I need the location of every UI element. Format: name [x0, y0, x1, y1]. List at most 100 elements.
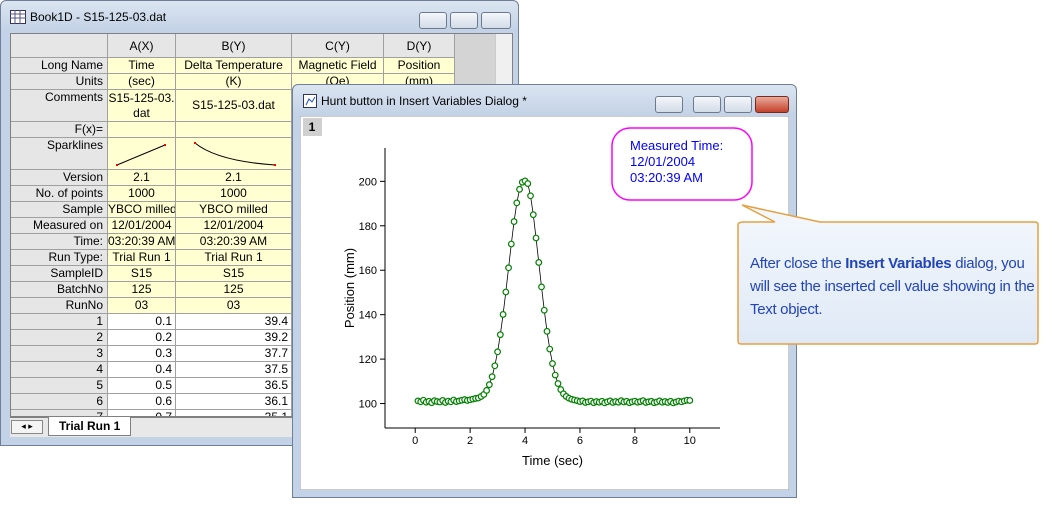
row-label: Run Type:	[11, 250, 108, 266]
callout-part: dialog, you will see the inserted cell v…	[750, 255, 1035, 318]
row-label: Sparklines	[11, 138, 108, 170]
data-cell: 0.5	[108, 378, 176, 394]
data-point	[507, 240, 515, 248]
minimize-button[interactable]	[419, 12, 447, 29]
close-button[interactable]	[481, 12, 511, 29]
x-axis-label: Time (sec)	[522, 453, 583, 468]
label-cell: S15	[176, 266, 292, 282]
y-tick-label: 100	[359, 399, 377, 411]
text-object-border[interactable]	[611, 127, 753, 201]
sheet-tab[interactable]: Trial Run 1	[48, 417, 132, 436]
layer-number: 1	[309, 120, 316, 134]
workbook-icon	[10, 10, 26, 24]
row-label: Measured on	[11, 218, 108, 234]
data-cell: 35.1	[176, 410, 292, 416]
text-object-line: Measured Time:	[630, 138, 723, 153]
data-cell: 0.1	[108, 314, 176, 330]
x-tick-label: 2	[467, 435, 473, 447]
close-button[interactable]	[755, 96, 789, 113]
x-tick-label: 10	[684, 435, 696, 447]
home-button[interactable]	[655, 96, 683, 113]
y-tick-label: 140	[359, 310, 377, 322]
text-object-line: 12/01/2004	[630, 154, 695, 169]
data-point	[496, 331, 504, 339]
label-cell: Trial Run 1	[108, 250, 176, 266]
text-object-line: 03:20:39 AM	[630, 170, 703, 185]
y-tick-label: 120	[359, 354, 377, 366]
label-cell: 03:20:39 AM	[108, 234, 176, 250]
sparkline	[193, 141, 276, 166]
data-point	[686, 397, 694, 404]
column-header: B(Y)	[176, 34, 292, 58]
data-point	[516, 185, 523, 193]
label-cell: S15-125-03.dat	[108, 90, 176, 122]
x-tick-label: 4	[522, 435, 528, 447]
tab-scroll[interactable]: ◂ ▸	[11, 420, 43, 434]
row-label: RunNo	[11, 298, 108, 314]
label-cell: 1000	[108, 186, 176, 202]
y-axis-label: Position (mm)	[342, 248, 357, 328]
row-number: 4	[11, 362, 108, 378]
row-label: F(x)=	[11, 122, 108, 138]
y-tick-label: 160	[359, 265, 377, 277]
graph-page: 1 0 2 4 6 8 10 100 120 140 160 180 200 Time (sec) Pos…	[300, 116, 789, 490]
row-label: SampleID	[11, 266, 108, 282]
column-header: C(Y)	[292, 34, 384, 58]
graph-icon	[303, 94, 317, 108]
label-cell: Position	[384, 58, 455, 74]
row-label: BatchNo	[11, 282, 108, 298]
label-cell: 125	[108, 282, 176, 298]
y-tick-label: 200	[359, 176, 377, 188]
data-cell: 37.7	[176, 346, 292, 362]
row-label: Units	[11, 74, 108, 90]
data-point	[491, 362, 499, 370]
x-tick-label: 8	[632, 435, 638, 447]
data-cell: 36.1	[176, 394, 292, 410]
row-label: Time:	[11, 234, 108, 250]
data-point	[494, 348, 501, 356]
data-point	[524, 180, 532, 187]
data-point	[502, 288, 510, 296]
label-cell	[108, 122, 176, 138]
x-tick-label: 0	[412, 435, 418, 447]
label-cell: 125	[176, 282, 292, 298]
data-cell: 36.5	[176, 378, 292, 394]
label-cell: YBCO milled	[176, 202, 292, 218]
callout-bold: Insert Variables	[845, 255, 952, 272]
label-cell: Time	[108, 58, 176, 74]
layer-tab[interactable]	[303, 118, 322, 136]
graph-title: Hunt button in Insert Variables Dialog *	[321, 94, 527, 108]
data-point	[546, 345, 554, 353]
label-cell	[108, 138, 176, 170]
data-cell: 0.6	[108, 394, 176, 410]
label-cell: 03:20:39 AM	[176, 234, 292, 250]
label-cell: 12/01/2004	[176, 218, 292, 234]
data-point	[510, 218, 518, 225]
row-number: 5	[11, 378, 108, 394]
label-cell: (K)	[176, 74, 292, 90]
minimize-button[interactable]	[693, 96, 721, 113]
label-cell: S15	[108, 266, 176, 282]
label-cell: YBCO milled	[108, 202, 176, 218]
data-point	[543, 327, 551, 335]
label-cell: Delta Temperature	[176, 58, 292, 74]
label-cell: Trial Run 1	[176, 250, 292, 266]
x-tick-label: 6	[577, 435, 583, 447]
data-cell: 0.7	[108, 410, 176, 416]
restore-button[interactable]	[450, 12, 478, 29]
data-point	[532, 234, 540, 242]
callout-shape	[737, 204, 1039, 345]
label-cell: 2.1	[176, 170, 292, 186]
row-label: Comments	[11, 90, 108, 122]
label-cell: 03	[176, 298, 292, 314]
label-cell	[176, 122, 292, 138]
row-label: No. of points	[11, 186, 108, 202]
data-point	[540, 306, 548, 314]
data-cell: 0.2	[108, 330, 176, 346]
data-cell: 37.5	[176, 362, 292, 378]
label-cell: 2.1	[108, 170, 176, 186]
data-point	[483, 387, 490, 394]
data-point	[554, 380, 562, 387]
restore-button[interactable]	[724, 96, 752, 113]
